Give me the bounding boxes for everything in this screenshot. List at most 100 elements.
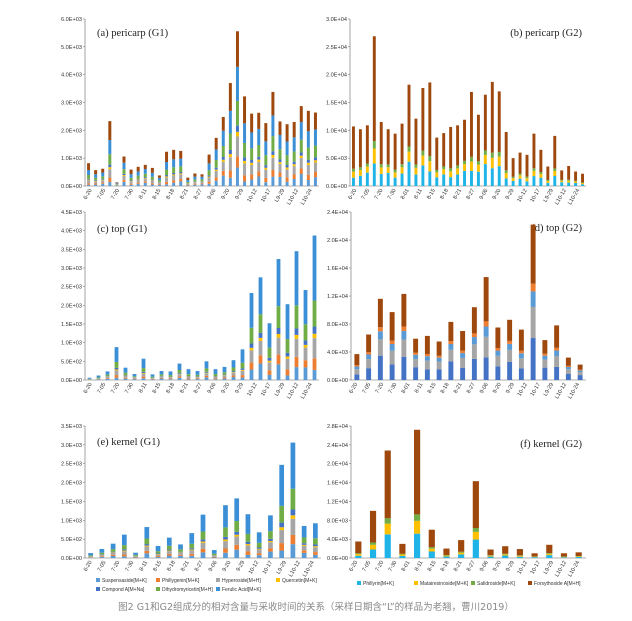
bar-segment (243, 181, 247, 186)
bar-segment (178, 555, 183, 558)
bar-segment (366, 352, 372, 355)
bar-segment (150, 183, 154, 185)
bar-segment (110, 549, 116, 552)
bar-segment (313, 145, 317, 158)
bar-segment (221, 130, 225, 146)
bar-segment (313, 129, 317, 146)
bar-segment (178, 544, 183, 550)
bar-segment (299, 152, 303, 156)
bar-segment (504, 170, 508, 174)
bar-segment (231, 371, 236, 373)
bar-segment (577, 375, 583, 380)
bar-segment (94, 184, 98, 186)
x-tick-label: L10-24 (300, 188, 314, 206)
bar-segment (144, 544, 150, 546)
x-tick-label: 9-06 (207, 188, 218, 201)
bar-segment (94, 183, 98, 185)
bar-segment (258, 355, 263, 364)
bar-segment (264, 167, 268, 170)
x-tick-label: 10-17 (530, 382, 542, 397)
bar-segment (144, 527, 150, 539)
bar-segment (213, 369, 218, 375)
bar-segment (530, 224, 536, 284)
bar-segment (172, 159, 176, 168)
bar-segment (250, 174, 254, 180)
bar-segment (155, 556, 161, 558)
bar-segment (407, 146, 411, 152)
bar-segment (267, 347, 272, 358)
bar-segment (115, 184, 119, 185)
bar-segment (292, 137, 296, 152)
x-tick-label: 7-30 (125, 560, 136, 573)
bar-segment (211, 556, 217, 558)
bar-segment (389, 364, 395, 380)
bar-segment (518, 350, 524, 354)
bar-segment (303, 324, 308, 341)
y-tick-label: 2.4E+04 (327, 443, 348, 449)
bar-segment (511, 158, 515, 177)
bar-segment (258, 337, 263, 341)
bar-segment (136, 180, 140, 183)
bar-segment (132, 374, 137, 377)
bar-segment (159, 377, 164, 379)
bar-segment (352, 126, 355, 169)
bar-segment (435, 137, 439, 171)
bar-segment (401, 339, 407, 357)
bar-segment (414, 429, 421, 515)
bar-segment (448, 321, 454, 342)
bar-segment (271, 115, 275, 137)
bar-segment (211, 550, 217, 554)
bar-segment (245, 551, 251, 555)
x-tick-label: 9-29 (505, 188, 516, 201)
x-tick-label: 9-06 (479, 560, 490, 573)
bar-segment (235, 100, 239, 126)
bar-segment (504, 178, 508, 186)
bar-segment (193, 183, 197, 185)
x-tick-label: 9-20 (492, 188, 503, 201)
bar-segment (278, 121, 282, 135)
bar-segment (114, 347, 119, 362)
bar-segment (186, 181, 190, 184)
bar-segment (384, 450, 391, 519)
x-tick-label: 6-20 (348, 560, 359, 573)
legend-swatch (156, 587, 160, 591)
bar-segment (502, 553, 509, 555)
bar-segment (195, 371, 200, 375)
x-tick-label: 8-18 (440, 560, 451, 573)
x-tick-label: 8-15 (427, 560, 438, 573)
bar-segment (256, 542, 262, 548)
bar-segment (200, 552, 206, 558)
bar-segment (129, 177, 133, 181)
bar-segment (121, 550, 127, 552)
bar-segment (222, 378, 227, 380)
y-tick-label: 1.5E+03 (61, 499, 82, 505)
bar-segment (165, 177, 169, 182)
bar-segment (495, 355, 501, 367)
bar-segment (200, 179, 204, 182)
bar-segment (267, 362, 272, 371)
bar-segment (136, 166, 140, 172)
x-tick-label: 7-05 (362, 382, 373, 395)
bar-segment (285, 369, 290, 376)
bar-segment (532, 168, 536, 171)
bar-segment (463, 119, 466, 161)
bar-segment (581, 184, 584, 186)
bar-segment (211, 555, 217, 557)
y-tick-label: 0.0E+00 (61, 378, 82, 384)
bar-segment (159, 378, 164, 380)
x-tick-label: 10-17 (260, 188, 272, 203)
x-tick-label: 10-17 (260, 382, 272, 397)
bar-segment (165, 151, 169, 163)
bar-segment (413, 354, 419, 359)
bar-segment (516, 555, 523, 557)
x-tick-label: 8-18 (165, 382, 176, 395)
bar-segment (221, 175, 225, 186)
bar-segment (99, 552, 105, 555)
bar-segment (207, 154, 211, 164)
bar-segment (177, 374, 182, 377)
bar-segment (186, 376, 191, 377)
bar-segment (101, 172, 105, 177)
bar-segment (264, 169, 268, 178)
bar-segment (460, 353, 466, 358)
legend-label: Hyperoside[M+H] (222, 578, 261, 584)
